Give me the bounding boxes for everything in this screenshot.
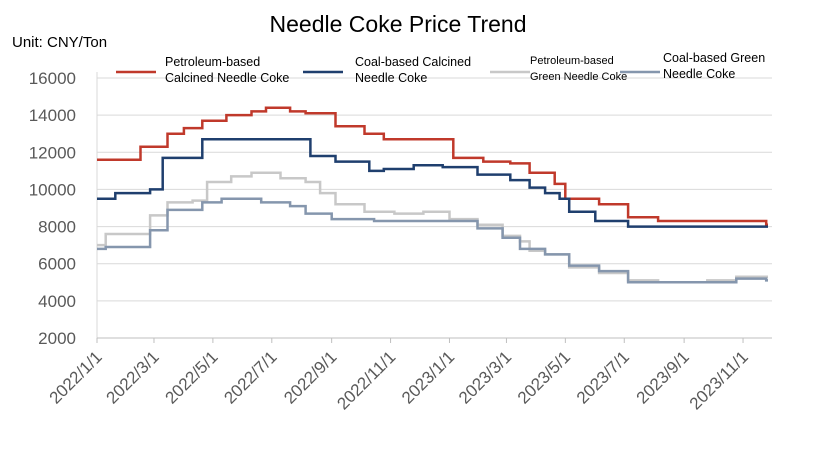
x-tick-label: 2023/1/1 bbox=[398, 347, 458, 407]
legend-label-3: Petroleum-based bbox=[530, 55, 614, 67]
y-tick-label: 12000 bbox=[29, 143, 76, 162]
series-line-1 bbox=[97, 106, 768, 226]
series-line-2 bbox=[97, 138, 768, 228]
x-tick-label: 2022/3/1 bbox=[103, 347, 163, 407]
x-tick-label: 2022/9/1 bbox=[280, 347, 340, 407]
legend-label-2: Needle Coke bbox=[355, 71, 427, 85]
y-tick-label: 6000 bbox=[38, 255, 76, 274]
y-tick-label: 10000 bbox=[29, 180, 76, 199]
legend-label-3: Green Needle Coke bbox=[530, 71, 627, 83]
series-line-4 bbox=[97, 197, 768, 284]
x-tick-label: 2023/3/1 bbox=[455, 347, 515, 407]
chart-title: Needle Coke Price Trend bbox=[270, 11, 527, 37]
x-tick-label: 2023/5/1 bbox=[514, 347, 574, 407]
y-tick-labels: 2000 4000 6000 8000 10000 12000 14000 16000 bbox=[29, 69, 76, 348]
legend-label-1: Petroleum-based bbox=[165, 55, 260, 69]
x-tick-label: 2022/1/1 bbox=[46, 347, 106, 407]
x-tick-label: 2022/5/1 bbox=[161, 347, 221, 407]
y-tick-label: 16000 bbox=[29, 69, 76, 88]
series-lines bbox=[97, 106, 768, 284]
axes bbox=[96, 72, 772, 343]
legend-label-2: Coal-based Calcined bbox=[355, 55, 471, 69]
legend: Petroleum-based Calcined Needle Coke Coal-… bbox=[116, 51, 765, 85]
y-tick-label: 14000 bbox=[29, 106, 76, 125]
y-tick-label: 4000 bbox=[38, 292, 76, 311]
legend-label-4: Coal-based Green bbox=[663, 51, 765, 65]
legend-label-4: Needle Coke bbox=[663, 67, 735, 81]
y-tick-label: 2000 bbox=[38, 329, 76, 348]
x-tick-label: 2023/9/1 bbox=[633, 347, 693, 407]
gridlines bbox=[97, 77, 772, 302]
x-tick-label: 2022/11/1 bbox=[333, 347, 399, 413]
unit-label: Unit: CNY/Ton bbox=[12, 34, 107, 51]
x-tick-label: 2022/7/1 bbox=[220, 347, 280, 407]
x-tick-label: 2023/7/1 bbox=[573, 347, 633, 407]
y-tick-label: 8000 bbox=[38, 218, 76, 237]
x-tick-label: 2023/11/1 bbox=[686, 347, 752, 413]
legend-label-1: Calcined Needle Coke bbox=[165, 71, 289, 85]
